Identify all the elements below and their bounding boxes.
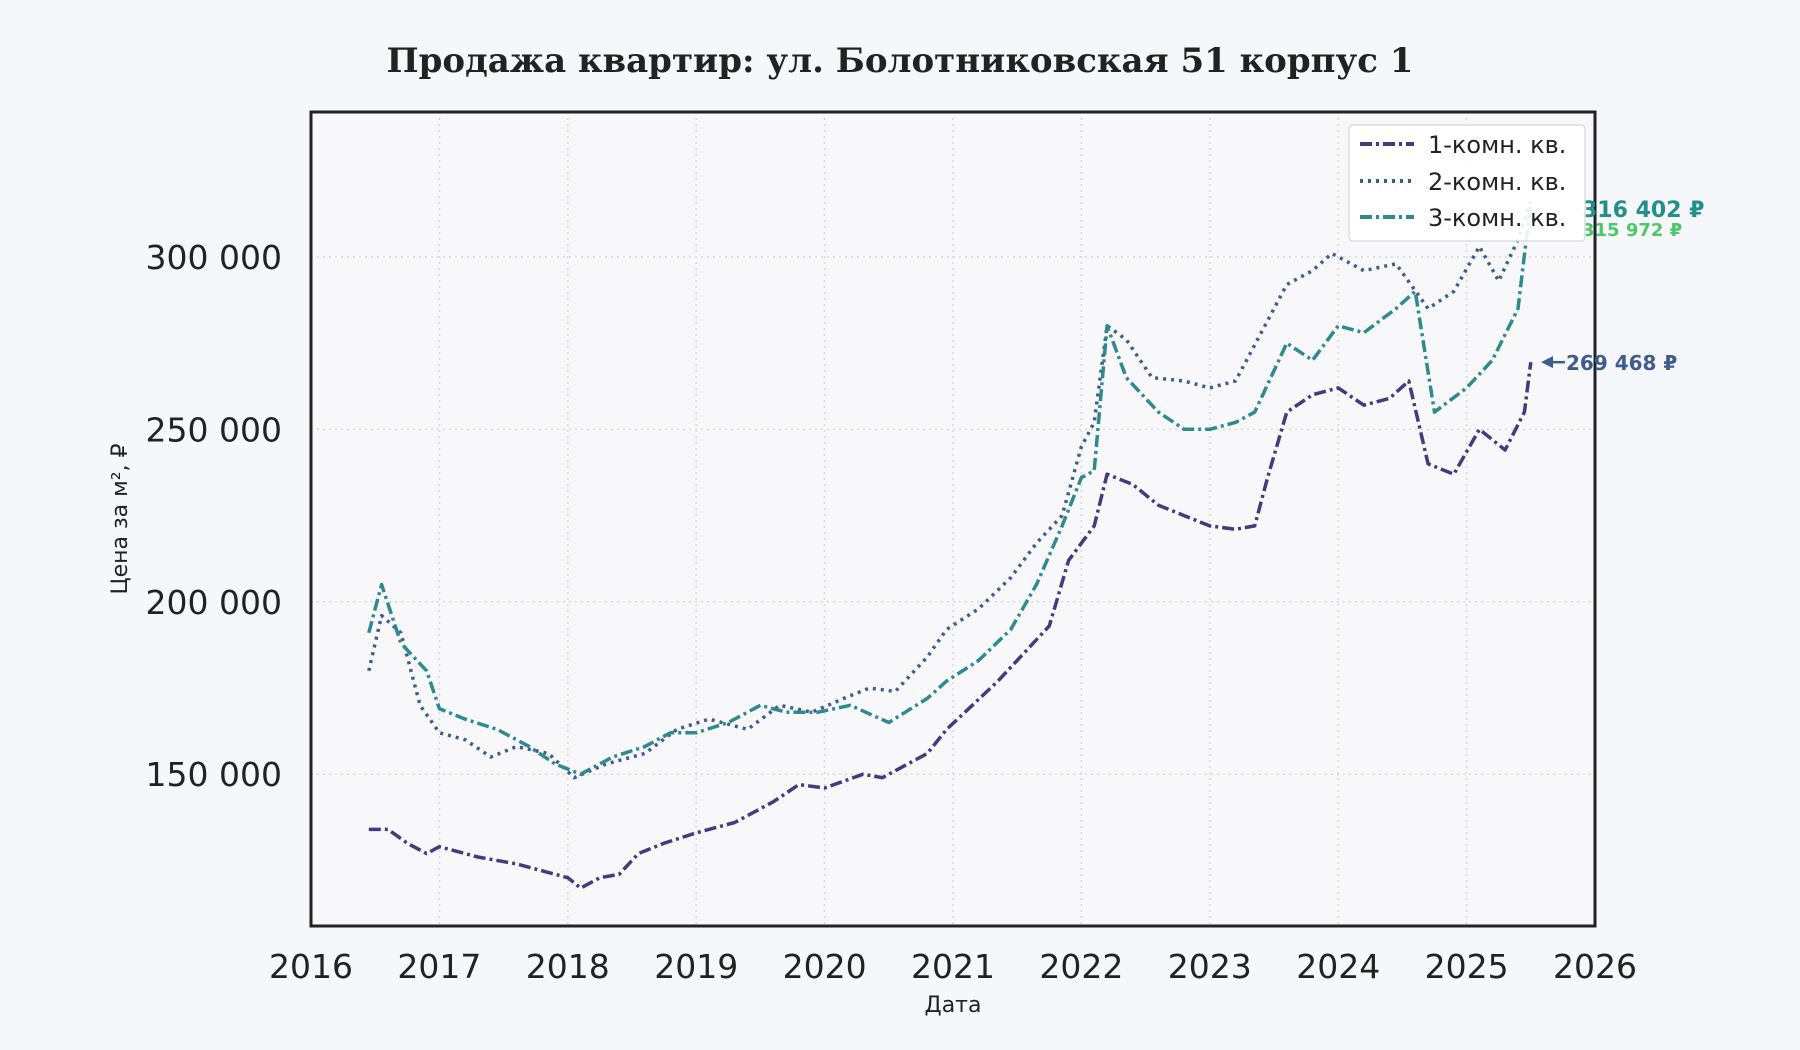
annotation-arrow-head bbox=[1541, 356, 1553, 369]
x-tick-label: 2016 bbox=[269, 947, 353, 986]
value-annotations: 316 402 ₽315 972 ₽ 269 468 ₽ bbox=[1541, 198, 1704, 375]
x-tick-label: 2023 bbox=[1168, 947, 1252, 986]
y-tick-label: 150 000 bbox=[146, 755, 282, 794]
annotation-3room: 315 972 ₽ bbox=[1582, 220, 1682, 241]
legend-label-2: 2-комн. кв. bbox=[1428, 168, 1566, 196]
x-axis-label: Дата bbox=[925, 993, 982, 1018]
x-tick-label: 2020 bbox=[783, 947, 867, 986]
x-tick-label: 2021 bbox=[911, 947, 995, 986]
y-axis-ticks: 150 000 200 000 250 000 300 000 bbox=[146, 238, 282, 794]
y-axis-label: Цена за м², ₽ bbox=[108, 443, 133, 594]
x-tick-label: 2017 bbox=[397, 947, 481, 986]
legend-label-1: 1-комн. кв. bbox=[1428, 131, 1566, 159]
x-tick-label: 2026 bbox=[1553, 947, 1637, 986]
x-tick-label: 2025 bbox=[1425, 947, 1509, 986]
legend-box bbox=[1348, 124, 1586, 242]
x-tick-label: 2019 bbox=[654, 947, 738, 986]
y-tick-label: 300 000 bbox=[146, 238, 282, 277]
legend-label-3: 3-комн. кв. bbox=[1428, 204, 1566, 232]
x-tick-label: 2024 bbox=[1296, 947, 1380, 986]
y-tick-label: 200 000 bbox=[146, 583, 282, 622]
series-line-2 bbox=[367, 199, 1533, 780]
x-tick-label: 2018 bbox=[526, 947, 610, 986]
series-line-3 bbox=[367, 201, 1533, 776]
annotation-2room: 316 402 ₽ bbox=[1582, 198, 1704, 223]
y-tick-label: 250 000 bbox=[146, 410, 282, 449]
legend: 1-комн. кв. 2-комн. кв. 3-комн. кв. bbox=[1348, 124, 1586, 242]
plot-frame bbox=[309, 110, 1597, 928]
chart-title: Продажа квартир: ул. Болотниковская 51 к… bbox=[387, 41, 1414, 81]
gridlines bbox=[311, 112, 1595, 926]
annotation-1room: 269 468 ₽ bbox=[1566, 351, 1677, 375]
x-tick-label: 2022 bbox=[1039, 947, 1123, 986]
series-line-1 bbox=[368, 361, 1533, 890]
x-axis-ticks: 2016 2017 2018 2019 2020 2021 2022 2023 2024 2025… bbox=[269, 947, 1637, 986]
series-layer bbox=[367, 199, 1533, 890]
